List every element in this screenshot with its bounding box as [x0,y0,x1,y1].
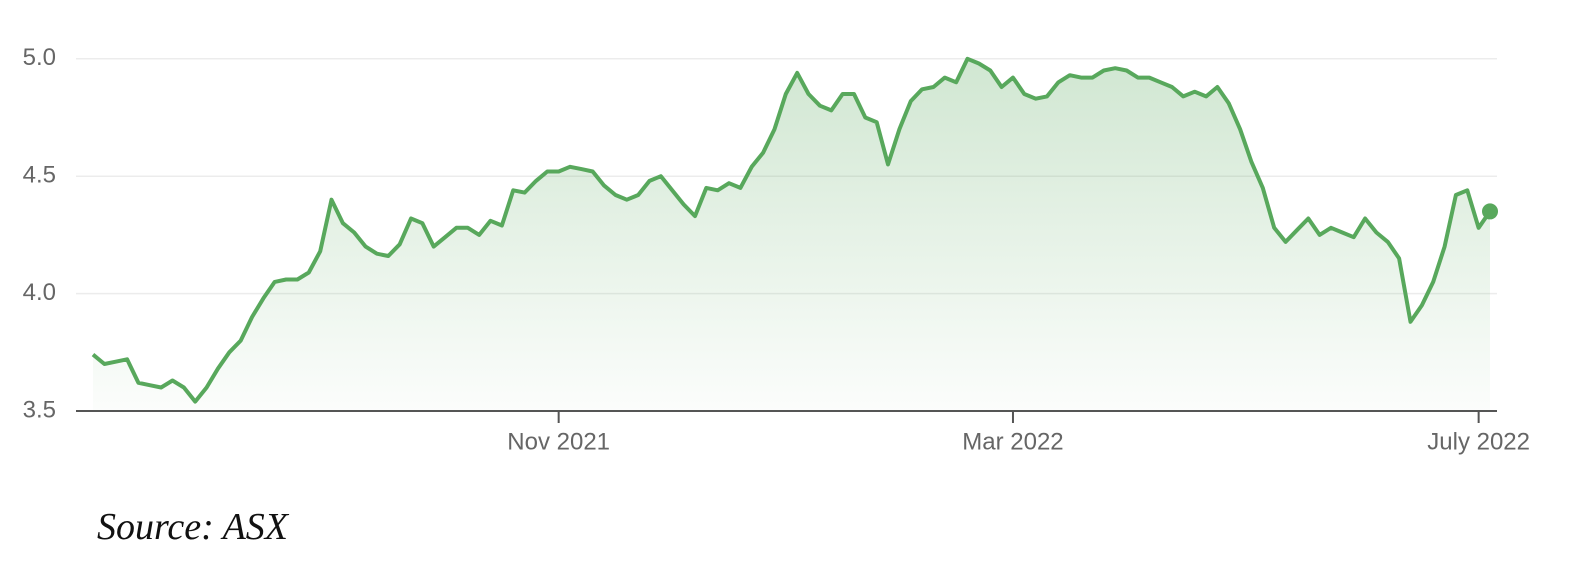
last-point [1482,203,1498,220]
x-tick-label: July 2022 [1427,428,1530,455]
x-tick-label: Mar 2022 [962,428,1063,455]
y-tick-label: 4.0 [23,279,56,306]
chart: 3.5 4.0 4.5 5.0 Nov 2021 Mar 2022 July 2022 [23,44,1530,455]
source-note: Source: ASX [97,506,289,548]
area [93,58,1490,412]
price-line [91,56,1492,404]
x-tick-label: Nov 2021 [507,428,610,455]
y-tick-label: 3.5 [23,396,56,423]
y-tick-label: 4.5 [23,162,56,189]
y-tick-label: 5.0 [23,44,56,71]
